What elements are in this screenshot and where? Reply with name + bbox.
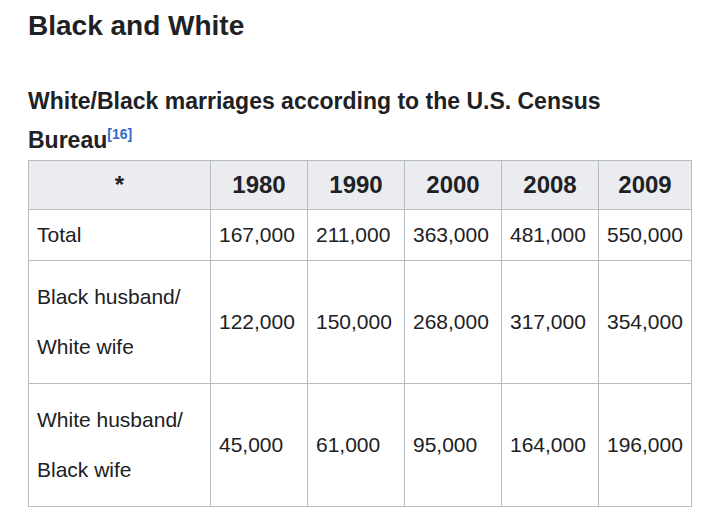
table-caption: White/Black marriages according to the U… xyxy=(28,82,691,160)
table-row-white-husband-black-wife: White husband/ Black wife 45,000 61,000 … xyxy=(29,384,692,507)
table-row-total: Total 167,000 211,000 363,000 481,000 55… xyxy=(29,210,692,261)
cell-bhww-1980: 122,000 xyxy=(211,261,308,384)
cell-whbw-2000: 95,000 xyxy=(405,384,502,507)
row-label-black-husband-white-wife: Black husband/ White wife xyxy=(29,261,211,384)
cell-bhww-2000: 268,000 xyxy=(405,261,502,384)
cell-total-2000: 363,000 xyxy=(405,210,502,261)
cell-total-2008: 481,000 xyxy=(502,210,599,261)
cell-bhww-2008: 317,000 xyxy=(502,261,599,384)
cell-total-2009: 550,000 xyxy=(599,210,692,261)
row-label-total: Total xyxy=(29,210,211,261)
cell-whbw-2008: 164,000 xyxy=(502,384,599,507)
row-label-white-husband-black-wife: White husband/ Black wife xyxy=(29,384,211,507)
article-page: Black and White White/Black marriages ac… xyxy=(0,0,720,507)
section-title: Black and White xyxy=(28,10,692,42)
reference-link[interactable]: [16] xyxy=(107,126,132,142)
header-cell-label: * xyxy=(29,161,211,210)
cell-bhww-1990: 150,000 xyxy=(308,261,405,384)
header-cell-2000: 2000 xyxy=(405,161,502,210)
header-cell-1980: 1980 xyxy=(211,161,308,210)
header-cell-2009: 2009 xyxy=(599,161,692,210)
cell-bhww-2009: 354,000 xyxy=(599,261,692,384)
marriages-table: * 1980 1990 2000 2008 2009 Total 167,000… xyxy=(28,160,692,507)
table-caption-text: White/Black marriages according to the U… xyxy=(28,88,601,153)
header-cell-2008: 2008 xyxy=(502,161,599,210)
cell-total-1990: 211,000 xyxy=(308,210,405,261)
table-row-black-husband-white-wife: Black husband/ White wife 122,000 150,00… xyxy=(29,261,692,384)
cell-total-1980: 167,000 xyxy=(211,210,308,261)
table-header-row: * 1980 1990 2000 2008 2009 xyxy=(29,161,692,210)
cell-whbw-1990: 61,000 xyxy=(308,384,405,507)
cell-whbw-1980: 45,000 xyxy=(211,384,308,507)
header-cell-1990: 1990 xyxy=(308,161,405,210)
cell-whbw-2009: 196,000 xyxy=(599,384,692,507)
